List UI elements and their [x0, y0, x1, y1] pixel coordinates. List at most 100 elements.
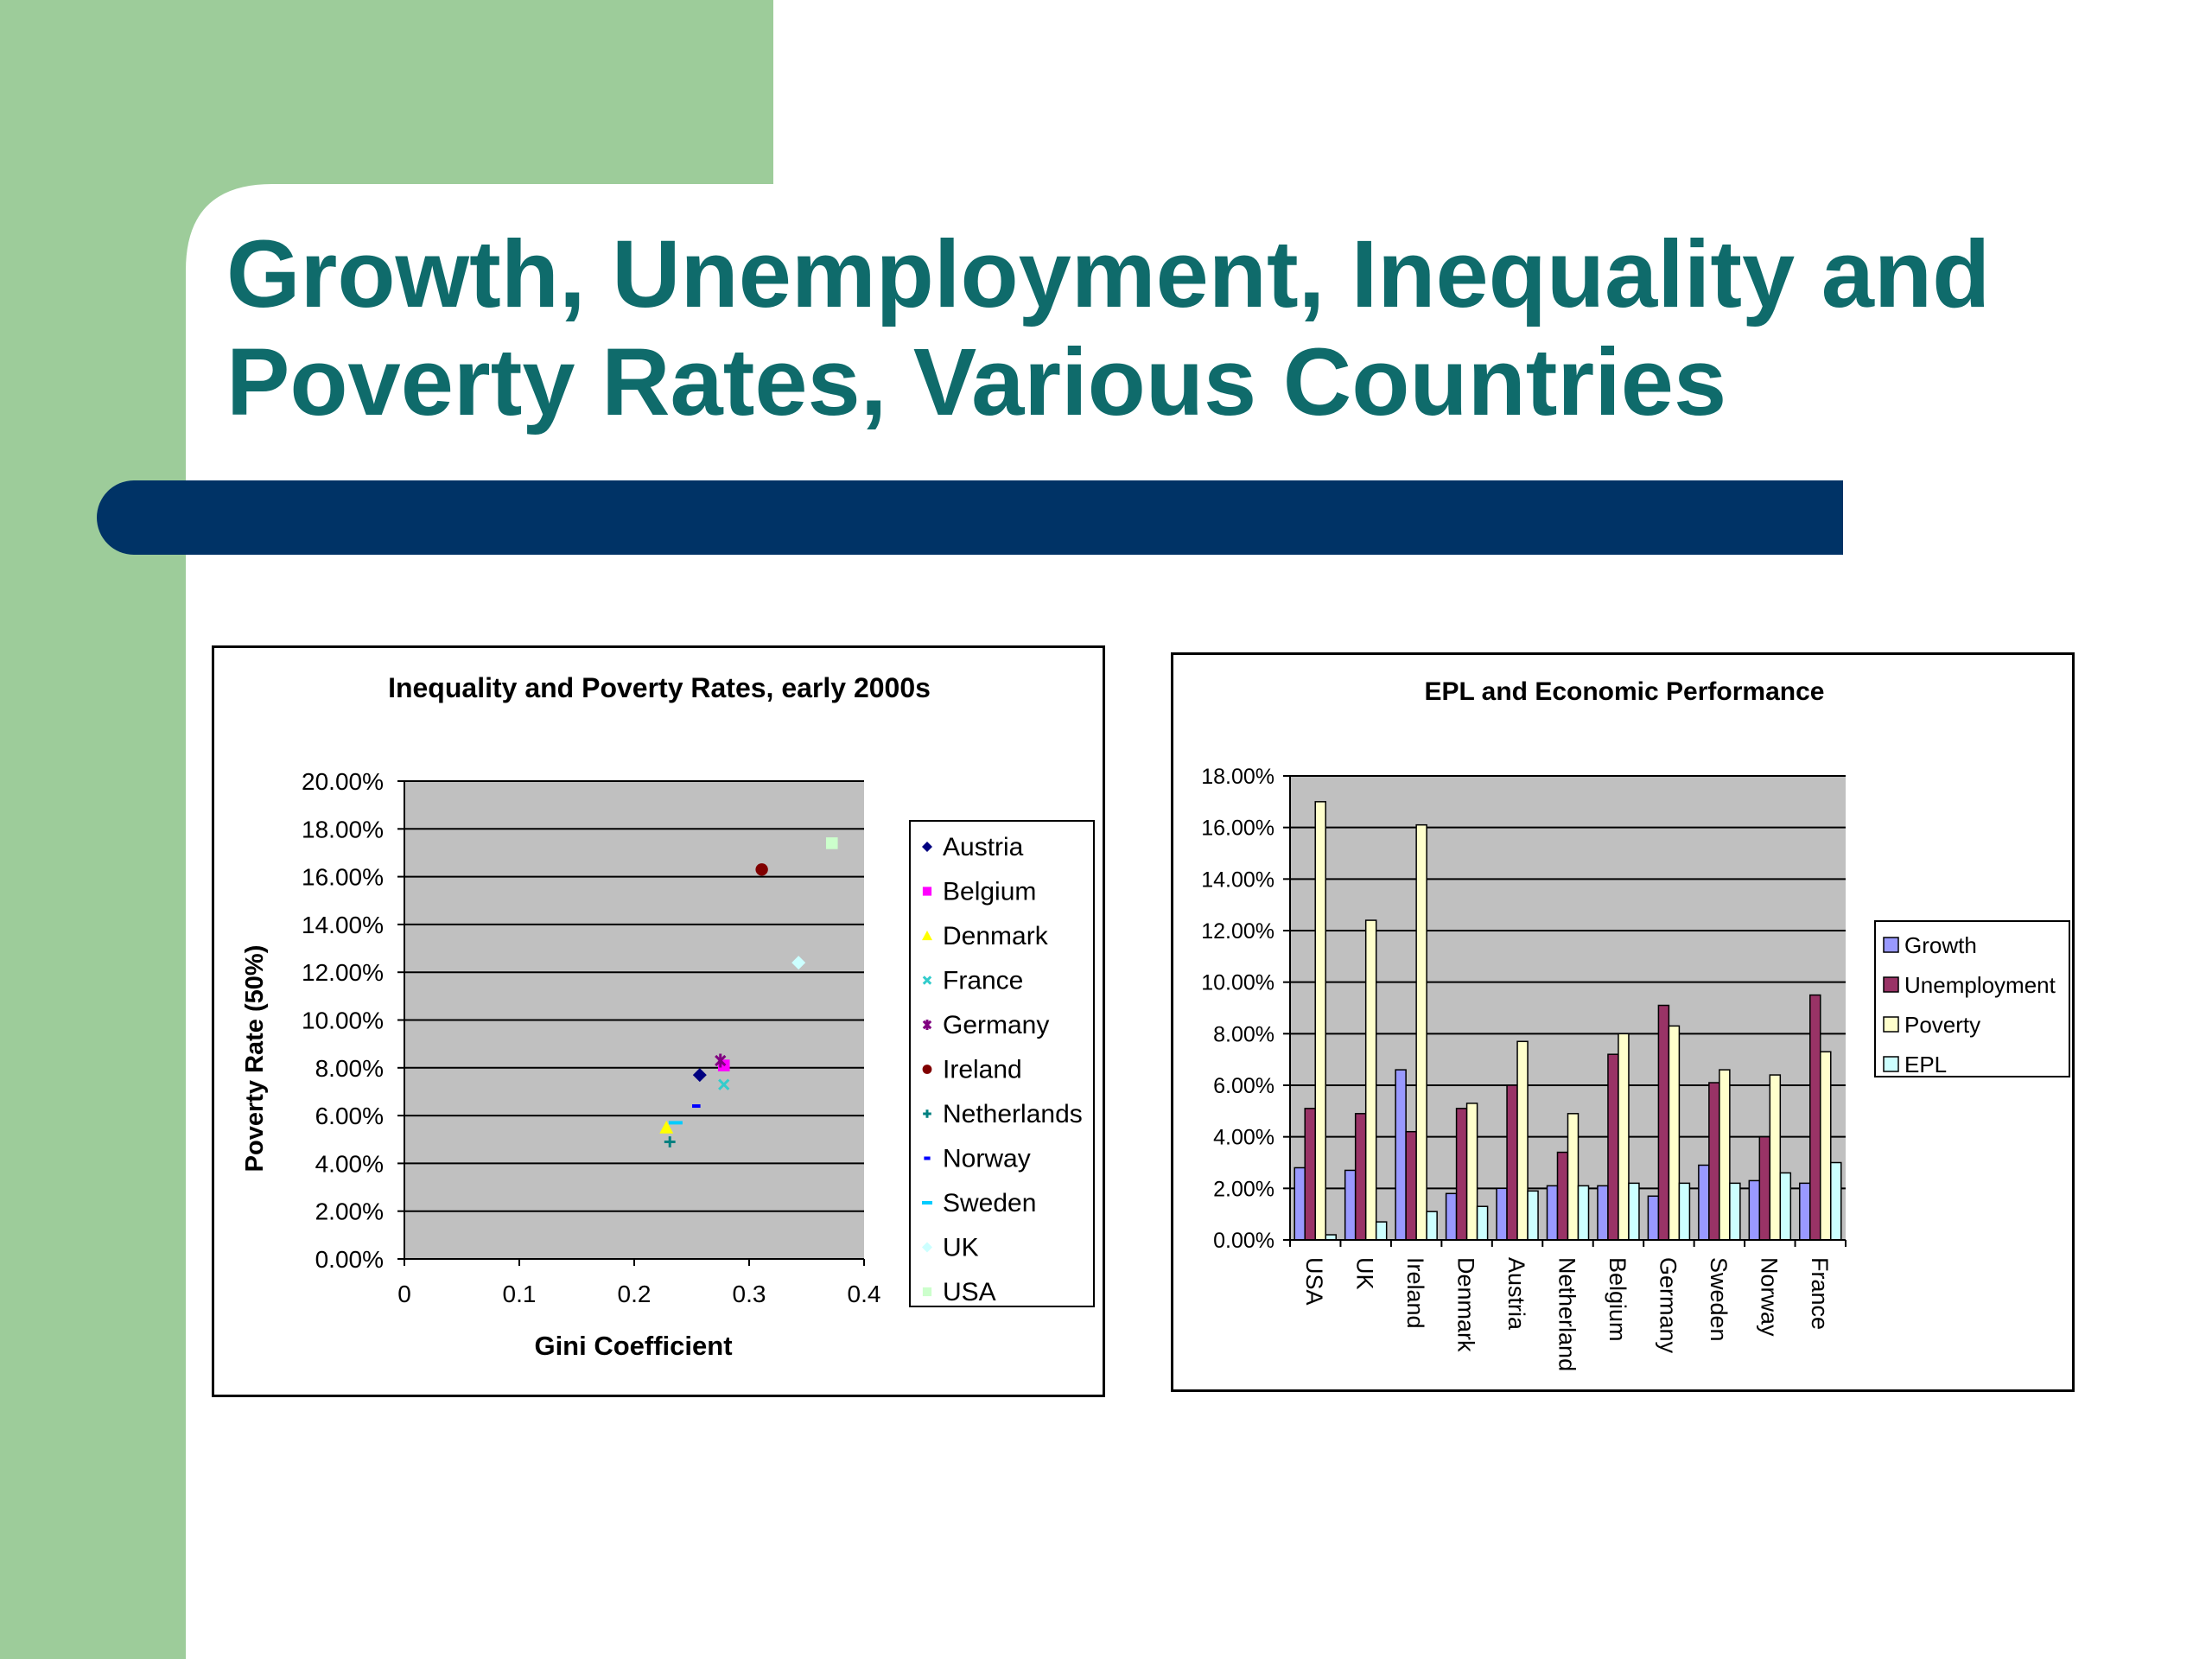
scatter-legend-label: Netherlands	[943, 1100, 1083, 1128]
scatter-legend-marker-germany	[922, 1020, 932, 1030]
bar-legend-label: Growth	[1904, 932, 1977, 958]
bar-legend-swatch-poverty	[1883, 1016, 1899, 1033]
bar-category-label: USA	[1301, 1257, 1327, 1306]
scatter-legend-label: Austria	[943, 833, 1024, 861]
scatter-y-tick-label: 12.00%	[302, 959, 384, 986]
bar-y-tick-label: 10.00%	[1201, 971, 1274, 995]
scatter-legend	[909, 820, 1095, 1307]
slide-title-line-2: Poverty Rates, Various Countries	[226, 329, 1727, 435]
bar-unemployment-netherland	[1556, 1151, 1569, 1241]
slide-title: Growth, Unemployment, Inequality and Pov…	[226, 220, 2127, 436]
scatter-x-tick-label: 0.1	[503, 1281, 537, 1307]
bar-y-tick-label: 2.00%	[1213, 1177, 1274, 1201]
scatter-y-tick-label: 0.00%	[315, 1246, 384, 1273]
bar-unemployment-uk	[1354, 1113, 1367, 1241]
scatter-point-norway	[692, 1104, 701, 1109]
scatter-legend-marker-austria	[922, 842, 932, 852]
bar-category-label: UK	[1352, 1257, 1378, 1290]
scatter-y-tick-label: 18.00%	[302, 816, 384, 842]
bar-poverty-uk	[1364, 919, 1377, 1241]
scatter-x-tick-label: 0.2	[618, 1281, 652, 1307]
bar-legend-swatch-growth	[1883, 937, 1899, 953]
bar-unemployment-france	[1809, 994, 1821, 1241]
bar-growth-norway	[1748, 1179, 1761, 1241]
scatter-x-tick-label: 0.3	[733, 1281, 766, 1307]
bar-legend-label: Poverty	[1904, 1012, 1980, 1038]
scatter-y-tick-label: 4.00%	[315, 1150, 384, 1177]
scatter-y-tick-label: 10.00%	[302, 1007, 384, 1034]
bar-y-tick-label: 8.00%	[1213, 1022, 1274, 1046]
scatter-y-axis-label: Poverty Rate (50%)	[241, 945, 269, 1173]
bar-chart-frame: EPL and Economic Performance 0.00% 2.00% 4…	[1171, 652, 2075, 1392]
bar-epl-belgium	[1628, 1182, 1640, 1241]
bar-growth-belgium	[1597, 1185, 1609, 1241]
scatter-legend-marker-usa	[922, 1287, 932, 1297]
scatter-legend-label: Norway	[943, 1145, 1031, 1173]
bar-category-label: Sweden	[1706, 1257, 1732, 1342]
bar-category-label: Ireland	[1402, 1257, 1428, 1329]
bar-category-label: Germany	[1655, 1257, 1681, 1354]
bar-epl-denmark	[1476, 1205, 1489, 1241]
bar-category-label: Denmark	[1453, 1257, 1479, 1352]
bar-epl-uk	[1375, 1221, 1388, 1241]
scatter-y-tick-label: 20.00%	[302, 768, 384, 795]
scatter-legend-marker-ireland	[922, 1065, 932, 1074]
scatter-legend-marker-belgium	[922, 887, 932, 896]
scatter-point-austria	[692, 1068, 707, 1083]
scatter-legend-label: Ireland	[943, 1056, 1022, 1084]
bar-y-tick-label: 16.00%	[1201, 817, 1274, 841]
bar-poverty-usa	[1314, 801, 1326, 1241]
scatter-point-usa	[825, 837, 838, 849]
scatter-point-uk	[791, 956, 806, 970]
scatter-y-tick-label: 16.00%	[302, 864, 384, 891]
scatter-point-netherlands	[664, 1136, 676, 1147]
bar-epl-austria	[1527, 1190, 1539, 1241]
bar-y-tick-label: 14.00%	[1201, 868, 1274, 892]
scatter-legend-label: France	[943, 967, 1023, 995]
bar-unemployment-usa	[1304, 1108, 1316, 1241]
bar-unemployment-sweden	[1708, 1082, 1720, 1241]
scatter-x-tick-label: 0	[397, 1281, 411, 1307]
bar-poverty-ireland	[1415, 823, 1427, 1241]
bar-poverty-belgium	[1618, 1033, 1630, 1241]
bar-y-tick-label: 0.00%	[1213, 1229, 1274, 1253]
scatter-x-tick-label: 0.4	[848, 1281, 881, 1307]
scatter-x-axis-label: Gini Coefficient	[534, 1331, 732, 1361]
bar-unemployment-ireland	[1405, 1130, 1417, 1241]
scatter-legend-label: Denmark	[943, 922, 1049, 950]
bar-legend	[1874, 920, 2070, 1077]
bar-poverty-austria	[1516, 1040, 1529, 1241]
scatter-chart-title: Inequality and Poverty Rates, early 2000…	[388, 672, 931, 703]
scatter-point-ireland	[755, 863, 768, 876]
bar-poverty-france	[1820, 1051, 1832, 1241]
scatter-legend-label: USA	[943, 1278, 996, 1306]
bar-category-label: Netherland	[1554, 1257, 1580, 1371]
sidebar-shape	[0, 0, 773, 1659]
bar-unemployment-norway	[1758, 1135, 1771, 1241]
scatter-legend-label: Sweden	[943, 1189, 1036, 1217]
bar-growth-uk	[1344, 1169, 1357, 1241]
scatter-legend-label: UK	[943, 1234, 979, 1262]
bar-epl-norway	[1779, 1172, 1792, 1241]
scatter-y-tick-label: 6.00%	[315, 1103, 384, 1129]
scatter-legend-marker-france	[922, 976, 932, 985]
scatter-legend-label: Belgium	[943, 878, 1036, 906]
bar-unemployment-belgium	[1607, 1053, 1619, 1241]
scatter-legend-marker-norway	[924, 1156, 931, 1160]
bar-epl-sweden	[1729, 1182, 1741, 1241]
bar-y-tick-label: 12.00%	[1201, 919, 1274, 944]
bar-epl-netherland	[1577, 1185, 1590, 1241]
scatter-y-tick-label: 14.00%	[302, 912, 384, 938]
bar-unemployment-denmark	[1455, 1108, 1468, 1241]
bar-growth-usa	[1294, 1166, 1306, 1241]
bar-epl-ireland	[1426, 1211, 1438, 1241]
scatter-point-france	[718, 1078, 730, 1090]
bar-y-tick-label: 6.00%	[1213, 1074, 1274, 1098]
scatter-legend-marker-netherlands	[923, 1109, 931, 1118]
bar-growth-netherland	[1546, 1185, 1559, 1241]
bar-growth-france	[1799, 1182, 1811, 1241]
bar-category-label: Belgium	[1605, 1257, 1630, 1342]
scatter-y-tick-label: 8.00%	[315, 1055, 384, 1082]
scatter-y-tick-label: 2.00%	[315, 1198, 384, 1225]
